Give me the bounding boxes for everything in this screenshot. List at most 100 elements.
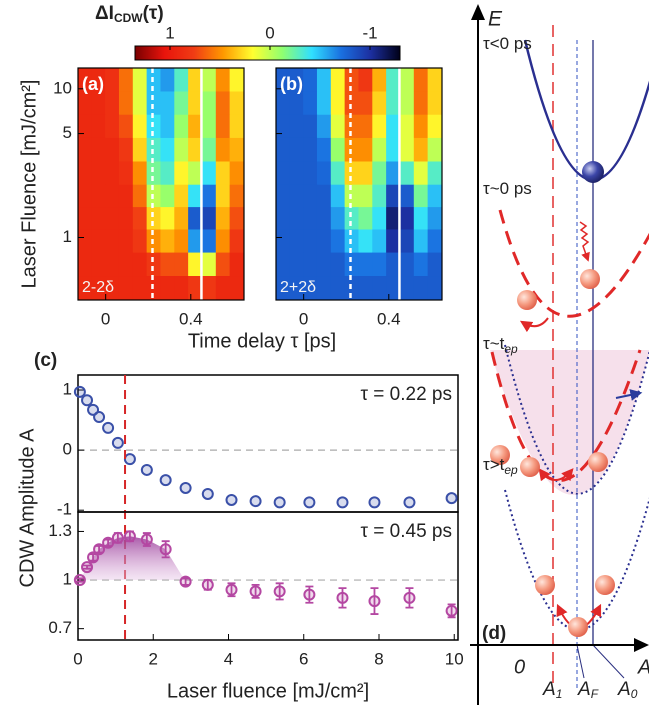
heatmap-cell bbox=[215, 184, 231, 208]
heatmap-cell bbox=[413, 229, 429, 253]
panel-label: (d) bbox=[482, 623, 506, 644]
heatmap-cell bbox=[427, 276, 442, 300]
heatmap-cell bbox=[174, 207, 189, 230]
heatmap-cell bbox=[146, 114, 161, 139]
heatmap-cell bbox=[316, 276, 332, 300]
heatmap-cell bbox=[276, 184, 290, 208]
heatmap-cell bbox=[344, 229, 359, 253]
heatmap-cell bbox=[78, 252, 92, 277]
y-tick-label: 1 bbox=[63, 380, 72, 399]
colorbar-label-sub: CDW bbox=[114, 11, 143, 25]
heatmap-cell bbox=[229, 91, 244, 116]
error-bar bbox=[104, 538, 113, 547]
heatmap-cell bbox=[413, 137, 429, 162]
heatmap-cell bbox=[276, 229, 290, 253]
heatmap-cell bbox=[201, 68, 217, 92]
heatmap-cell bbox=[276, 137, 290, 162]
heatmap-cell bbox=[105, 184, 120, 208]
heatmap-cell bbox=[303, 276, 318, 300]
heatmap-cell bbox=[427, 161, 442, 186]
error-bar bbox=[370, 587, 379, 615]
point bbox=[159, 543, 172, 556]
colorbar-label-tail: (τ) bbox=[143, 3, 164, 24]
heatmap-cell bbox=[316, 184, 332, 208]
heatmap-cell bbox=[78, 161, 92, 186]
heatmap-cell bbox=[132, 68, 148, 92]
heatmap-cell bbox=[372, 252, 387, 277]
heatmap-cell bbox=[330, 91, 346, 116]
point bbox=[201, 578, 214, 591]
point bbox=[73, 574, 86, 587]
heatmap-cell bbox=[358, 161, 373, 186]
heatmap-cell bbox=[105, 91, 120, 116]
heatmap-cell bbox=[118, 114, 134, 139]
heatmap-cell bbox=[146, 161, 161, 186]
heatmap-cell bbox=[174, 184, 189, 208]
heatmap-cell bbox=[330, 114, 346, 139]
colorbar bbox=[134, 45, 401, 61]
shift-arrow bbox=[615, 389, 643, 401]
heatmap-cell bbox=[372, 114, 387, 139]
heatmap-cell bbox=[344, 276, 359, 300]
point bbox=[159, 474, 172, 487]
stage-text: τ~0 ps bbox=[483, 179, 532, 198]
heatmap-cell bbox=[399, 276, 415, 300]
heatmap-cell bbox=[427, 137, 442, 162]
heatmap-cell bbox=[174, 276, 189, 300]
heatmap-cell bbox=[91, 114, 106, 139]
point bbox=[403, 496, 416, 509]
heatmap-cell bbox=[229, 252, 244, 277]
heatmap-cell bbox=[316, 161, 332, 186]
heatmap-cell bbox=[386, 114, 401, 139]
heatmap-cell bbox=[174, 161, 189, 186]
point bbox=[140, 463, 153, 476]
heatmap-cell bbox=[344, 114, 359, 139]
x-tick-label: 6 bbox=[299, 649, 308, 668]
heatmap-cell bbox=[91, 161, 106, 186]
y-tick-label: 1 bbox=[63, 570, 72, 589]
heatmap-cell bbox=[413, 68, 429, 92]
motion-arrow bbox=[538, 468, 574, 482]
heatmap-cell bbox=[330, 207, 346, 230]
heatmap-cell bbox=[78, 68, 92, 92]
stage-text: τ>t bbox=[483, 455, 505, 474]
position-text: A bbox=[542, 679, 556, 700]
heatmap-cell bbox=[215, 252, 231, 277]
heatmap-cell bbox=[105, 207, 120, 230]
error-bar bbox=[83, 564, 92, 570]
x-tick-label: 2 bbox=[149, 649, 158, 668]
heatmap-cell bbox=[105, 68, 120, 92]
point bbox=[225, 493, 238, 506]
heatmap-cell bbox=[78, 114, 92, 139]
heatmap-cell bbox=[91, 184, 106, 208]
point bbox=[111, 436, 124, 449]
heatmap-cell bbox=[215, 137, 231, 162]
heatmap-cell bbox=[386, 276, 401, 300]
heatmap-cell bbox=[188, 276, 203, 300]
origin-label: 0 bbox=[514, 656, 525, 678]
heatmap-cell bbox=[427, 252, 442, 277]
heatmap-cell bbox=[146, 91, 161, 116]
heatmap-cell bbox=[201, 229, 217, 253]
heatmap-cell bbox=[289, 91, 304, 116]
heatmap-cell bbox=[78, 276, 92, 300]
heatmap-cell bbox=[316, 91, 332, 116]
heatmap-cell bbox=[276, 68, 290, 92]
heatmap-cell bbox=[330, 137, 346, 162]
y-tick-label: -1 bbox=[57, 500, 72, 519]
heatmap-cell bbox=[146, 184, 161, 208]
heatmap-cell bbox=[118, 252, 134, 277]
ball bbox=[490, 445, 510, 465]
heatmap-cell bbox=[413, 184, 429, 208]
heatmap-cell bbox=[91, 229, 106, 253]
heatmap-cell bbox=[105, 137, 120, 162]
heatmap-cell bbox=[316, 252, 332, 277]
a0-leader bbox=[592, 644, 625, 679]
heatmap-cell bbox=[303, 184, 318, 208]
heatmap-cell bbox=[160, 91, 175, 116]
corner-label: 2+2δ bbox=[280, 279, 316, 296]
heatmap-cell bbox=[160, 207, 175, 230]
heatmap-cell bbox=[215, 68, 231, 92]
heatmap-cell bbox=[174, 137, 189, 162]
heatmap-cell bbox=[118, 229, 134, 253]
